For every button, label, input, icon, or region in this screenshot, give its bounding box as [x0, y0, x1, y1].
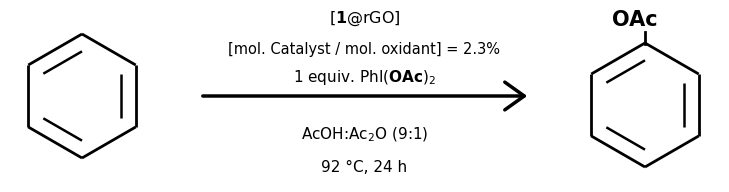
Text: OAc: OAc: [612, 10, 658, 30]
Text: 1 equiv. PhI($\mathbf{OAc}$)$_2$: 1 equiv. PhI($\mathbf{OAc}$)$_2$: [293, 68, 436, 87]
Text: [mol. Catalyst / mol. oxidant] = 2.3%: [mol. Catalyst / mol. oxidant] = 2.3%: [228, 42, 501, 57]
Text: [$\mathbf{1}$@rGO]: [$\mathbf{1}$@rGO]: [329, 10, 400, 28]
Text: 92 °C, 24 h: 92 °C, 24 h: [321, 160, 408, 175]
Text: AcOH:Ac$_2$O (9:1): AcOH:Ac$_2$O (9:1): [301, 125, 428, 144]
